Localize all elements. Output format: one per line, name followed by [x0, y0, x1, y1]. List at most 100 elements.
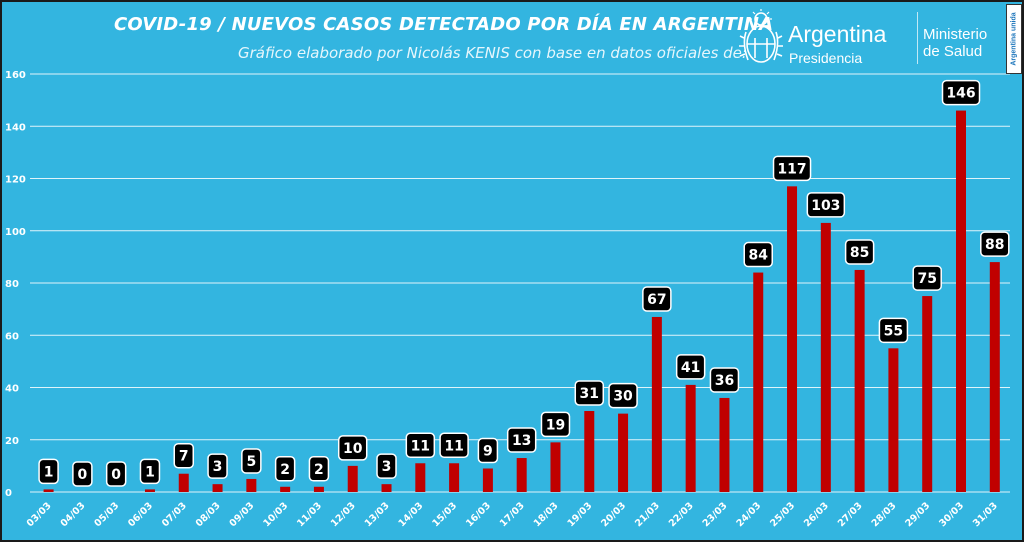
data-label-box	[477, 437, 499, 464]
data-label-box	[980, 231, 1010, 257]
bar	[956, 110, 966, 492]
data-label: 9	[483, 443, 493, 459]
data-label: 146	[946, 86, 975, 102]
badge-text: Argentina unida	[1010, 12, 1018, 66]
data-label: 67	[647, 292, 666, 308]
bar	[922, 296, 933, 492]
data-label-box	[207, 453, 228, 479]
x-tick-label: 10/03	[261, 500, 290, 529]
bar	[482, 468, 493, 492]
chart-subtitle: Gráfico elaborado por Nicolás KENIS con …	[238, 44, 747, 62]
data-label-box	[878, 317, 909, 344]
data-label-box	[506, 427, 537, 453]
data-label-box	[912, 265, 942, 291]
bar	[280, 486, 291, 492]
x-tick-label: 28/03	[870, 500, 899, 529]
bar	[516, 458, 527, 492]
x-tick-label: 20/03	[599, 500, 628, 529]
x-tick-label: 15/03	[430, 500, 459, 529]
y-tick-label: 100	[5, 227, 26, 238]
data-label-box	[38, 458, 59, 485]
x-tick-label: 29/03	[903, 500, 932, 529]
y-tick-label: 40	[5, 384, 19, 395]
y-tick-label: 140	[5, 122, 26, 133]
data-label: 11	[444, 438, 463, 454]
x-tick-label: 23/03	[701, 500, 730, 529]
bar	[618, 413, 629, 492]
y-tick-label: 160	[5, 70, 26, 81]
logo-argentina-text: Argentina	[788, 21, 887, 47]
data-label-box	[675, 354, 706, 380]
data-label-box	[642, 286, 672, 312]
bar	[144, 489, 155, 492]
data-label-box	[376, 453, 397, 479]
argentina-unida-badge: Argentina unida	[1006, 4, 1022, 74]
bar	[888, 348, 899, 492]
x-tick-label: 11/03	[295, 500, 324, 529]
logo-divider	[917, 12, 918, 64]
data-label-box	[337, 435, 368, 461]
data-label-box	[105, 461, 127, 487]
data-label: 19	[546, 417, 565, 433]
x-tick-label: 14/03	[396, 500, 425, 529]
bar	[550, 442, 561, 492]
bar	[989, 262, 1000, 492]
x-tick-label: 27/03	[836, 500, 865, 529]
data-label: 7	[179, 449, 189, 465]
data-label: 0	[111, 467, 121, 483]
data-label: 5	[246, 454, 256, 470]
x-tick-label: 19/03	[565, 500, 594, 529]
data-label-box	[139, 458, 161, 485]
national-seal-icon	[739, 9, 783, 63]
x-tick-label: 04/03	[59, 500, 88, 529]
x-tick-label: 05/03	[92, 500, 121, 529]
data-label-box	[241, 448, 262, 474]
x-tick-label: 31/03	[971, 500, 1000, 529]
x-tick-label: 21/03	[633, 500, 662, 529]
data-label-box	[439, 432, 469, 459]
x-tick-label: 17/03	[498, 500, 527, 529]
bar	[178, 473, 189, 492]
bar	[584, 411, 595, 492]
bar	[415, 463, 426, 492]
data-label-box	[844, 239, 875, 265]
data-label-box	[72, 461, 93, 487]
x-tick-label: 09/03	[228, 500, 257, 529]
data-label: 3	[213, 459, 223, 475]
bar	[381, 484, 392, 492]
bar	[651, 316, 662, 492]
bar	[212, 484, 223, 492]
bar	[449, 463, 460, 492]
data-label-box	[274, 456, 296, 482]
data-label: 55	[884, 323, 903, 339]
data-label: 11	[411, 438, 430, 454]
ministerio-line-1: Ministerio	[923, 26, 988, 43]
x-tick-label: 24/03	[734, 500, 763, 529]
x-tick-label: 08/03	[194, 500, 223, 529]
bar	[719, 397, 730, 492]
bar	[787, 186, 798, 492]
data-label-box	[608, 382, 638, 409]
data-label-box	[405, 432, 436, 459]
bar	[753, 272, 764, 492]
bar	[685, 384, 696, 492]
data-label-box	[308, 456, 330, 482]
y-tick-label: 60	[5, 331, 19, 342]
x-tick-label: 12/03	[329, 500, 358, 529]
data-label: 10	[343, 441, 363, 457]
y-tick-label: 80	[5, 279, 19, 290]
ministerio-line-2: de Salud	[923, 43, 983, 60]
data-label: 3	[382, 459, 392, 475]
y-tick-label: 20	[5, 436, 19, 447]
x-tick-label: 25/03	[768, 500, 797, 529]
data-label: 41	[681, 360, 700, 376]
data-label: 30	[613, 389, 633, 405]
x-tick-label: 30/03	[937, 500, 966, 529]
data-label: 117	[777, 161, 806, 177]
ministerio-salud-logo: Ministerio de Salud	[923, 26, 987, 60]
data-label: 2	[280, 462, 290, 478]
data-label: 2	[314, 462, 324, 478]
data-label-box	[540, 411, 571, 438]
